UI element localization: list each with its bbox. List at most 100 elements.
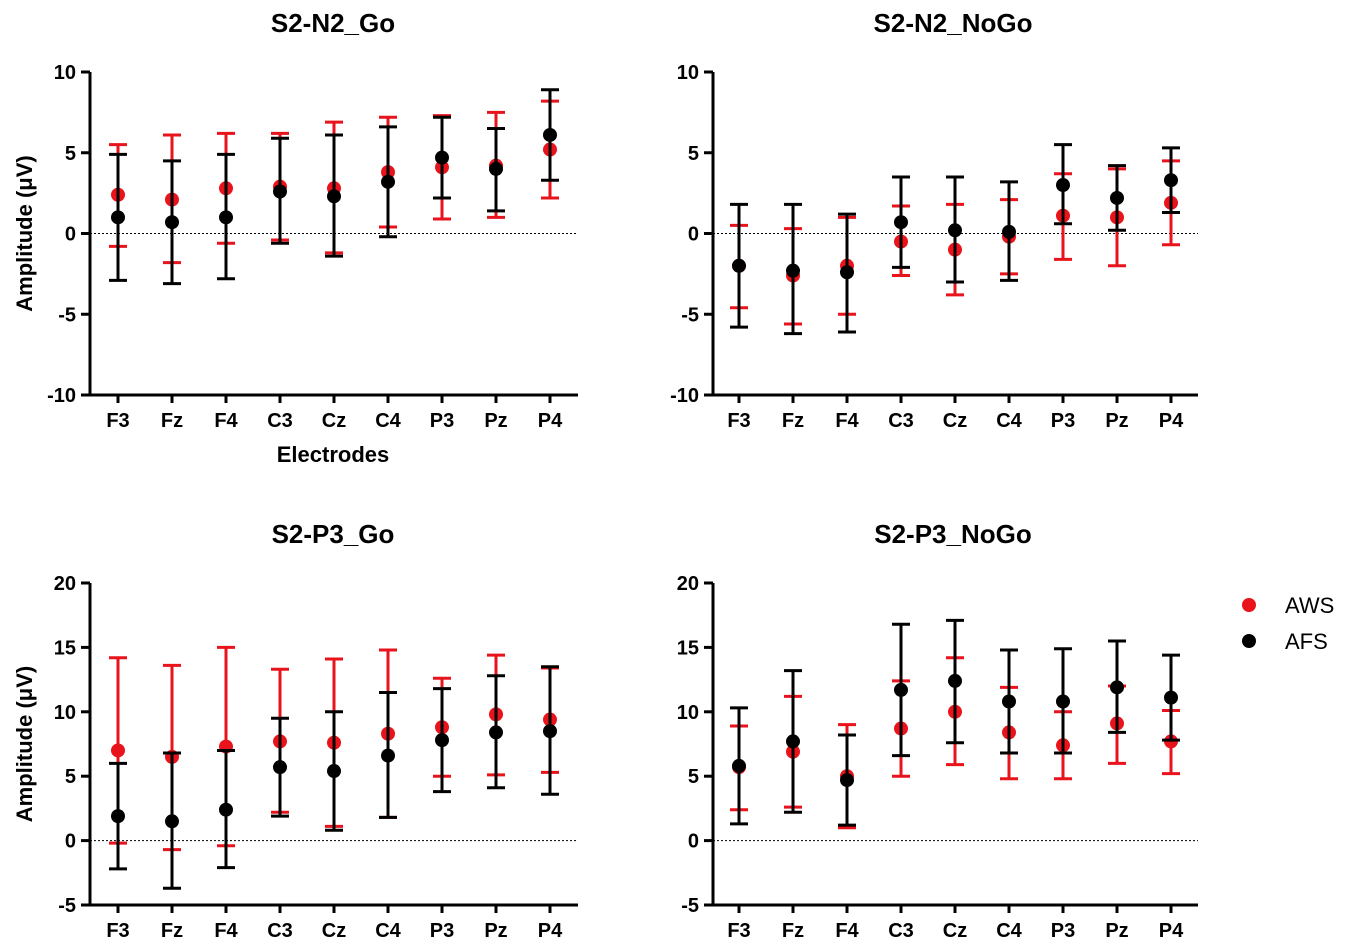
panel-s2-p3-nogo: S2-P3_NoGo -5 0 5 10 15 20 F3 Fz F4 C3 Cz C4 P3 Pz P4	[677, 519, 1198, 942]
x-tick-label: F3	[727, 410, 750, 432]
legend-marker-aws	[1242, 598, 1256, 612]
data-point	[1110, 680, 1124, 695]
x-tick-label: Cz	[943, 410, 967, 432]
y-tick-label: -5	[58, 895, 76, 917]
x-axis-title: Electrodes	[277, 442, 390, 467]
data-point	[786, 734, 800, 749]
chart-title: S2-N2_Go	[271, 8, 395, 38]
x-tick-label: C4	[375, 920, 401, 942]
y-tick-label: 10	[54, 702, 76, 724]
x-tick-label: F4	[835, 920, 859, 942]
data-point	[111, 210, 125, 225]
data-point	[894, 682, 908, 697]
data-point	[435, 150, 449, 165]
y-tick-label: -5	[681, 304, 699, 326]
y-axis-title: Amplitude (μV)	[12, 155, 37, 311]
x-tick-label: C3	[888, 920, 914, 942]
y-tick-label: -10	[670, 385, 699, 407]
data-point	[1056, 694, 1070, 709]
chart-title: S2-P3_Go	[272, 519, 395, 549]
data-point	[543, 724, 557, 739]
x-tick-label: P3	[1051, 920, 1075, 942]
data-point	[273, 760, 287, 775]
legend-label-aws: AWS	[1285, 593, 1334, 618]
x-tick-label: F4	[214, 410, 238, 432]
data-point	[1164, 173, 1178, 188]
x-tick-label: F3	[727, 920, 750, 942]
data-point	[948, 223, 962, 238]
x-tick-label: P4	[538, 410, 563, 432]
x-tick-label: F3	[106, 410, 129, 432]
x-tick-label: Fz	[782, 410, 804, 432]
x-tick-label: Pz	[484, 920, 507, 942]
x-tick-label: C3	[267, 920, 293, 942]
y-tick-label: 20	[677, 573, 699, 595]
x-tick-label: F3	[106, 920, 129, 942]
x-tick-label: P4	[1159, 920, 1184, 942]
x-tick-label: Pz	[484, 410, 507, 432]
x-tick-label: Cz	[943, 920, 967, 942]
legend: AWS AFS	[1242, 593, 1334, 654]
data-point	[435, 733, 449, 748]
data-point	[543, 127, 557, 142]
data-point	[219, 210, 233, 225]
y-tick-label: 0	[688, 224, 699, 246]
data-point	[489, 725, 503, 740]
y-tick-label: 15	[677, 637, 699, 659]
y-tick-label: 10	[677, 62, 699, 84]
y-tick-label: 15	[54, 637, 76, 659]
y-tick-label: 0	[688, 831, 699, 853]
y-tick-label: 10	[54, 62, 76, 84]
x-tick-label: Fz	[161, 410, 183, 432]
panel-s2-n2-nogo: S2-N2_NoGo -10 -5 0 5 10 F3 Fz F4 C3 Cz C4 P3 Pz P4	[670, 8, 1198, 432]
y-tick-label: 5	[688, 143, 699, 165]
data-point	[786, 263, 800, 278]
y-tick-label: -5	[681, 895, 699, 917]
data-point	[381, 748, 395, 763]
x-tick-label: Cz	[322, 410, 346, 432]
legend-label-afs: AFS	[1285, 629, 1328, 654]
x-tick-label: P4	[538, 920, 563, 942]
data-point	[111, 743, 125, 758]
y-tick-label: 0	[65, 831, 76, 853]
x-tick-label: P3	[430, 920, 454, 942]
data-point	[840, 265, 854, 280]
series-afs	[730, 143, 1180, 336]
series-afs	[109, 665, 559, 890]
y-tick-label: -10	[47, 385, 76, 407]
x-tick-label: F4	[214, 920, 238, 942]
x-tick-label: C3	[888, 410, 914, 432]
data-point	[732, 258, 746, 273]
y-tick-label: 5	[688, 766, 699, 788]
y-tick-label: 10	[677, 702, 699, 724]
x-tick-label: C4	[375, 410, 401, 432]
data-point	[165, 814, 179, 829]
x-tick-label: Pz	[1105, 410, 1128, 432]
x-tick-label: P3	[430, 410, 454, 432]
x-tick-label: Fz	[161, 920, 183, 942]
data-point	[165, 215, 179, 230]
x-tick-label: F4	[835, 410, 859, 432]
data-point	[381, 174, 395, 189]
panel-s2-p3-go: S2-P3_Go -5 0 5 10 15 20 F3 Fz F4 C3 Cz C4 P3 Pz P4 Ampl…	[12, 519, 578, 942]
series-afs	[109, 88, 559, 286]
data-point	[273, 184, 287, 199]
x-tick-label: C4	[996, 920, 1022, 942]
y-tick-label: 0	[65, 224, 76, 246]
data-point	[327, 764, 341, 779]
chart-title: S2-N2_NoGo	[874, 8, 1033, 38]
data-point	[1164, 690, 1178, 705]
data-point	[840, 773, 854, 788]
legend-marker-afs	[1242, 634, 1256, 648]
data-point	[1110, 190, 1124, 205]
data-point	[948, 673, 962, 688]
data-point	[894, 215, 908, 230]
y-tick-label: 5	[65, 143, 76, 165]
y-tick-label: 5	[65, 766, 76, 788]
x-tick-label: C3	[267, 410, 293, 432]
x-tick-label: C4	[996, 410, 1022, 432]
y-axis-title: Amplitude (μV)	[12, 666, 37, 822]
data-point	[111, 809, 125, 824]
data-point	[1002, 224, 1016, 239]
